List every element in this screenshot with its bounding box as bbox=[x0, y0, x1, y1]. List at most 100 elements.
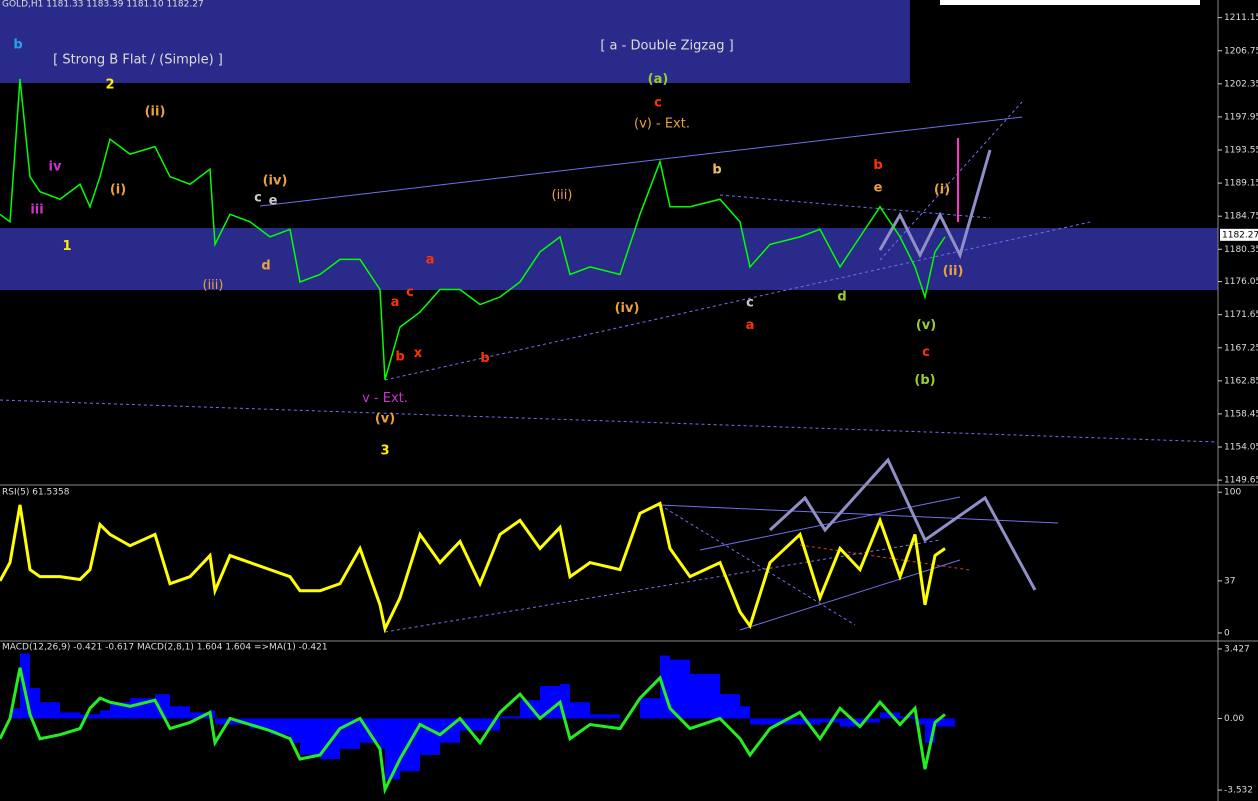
histogram-bar bbox=[420, 718, 440, 755]
wave-label: iii bbox=[30, 203, 43, 218]
histogram-bar bbox=[10, 708, 20, 719]
wave-label: (iv) bbox=[615, 301, 640, 316]
histogram-bar bbox=[540, 685, 560, 719]
y-tick-label: 1184.75 bbox=[1224, 212, 1258, 222]
trend-line bbox=[659, 504, 1059, 524]
histogram-bar bbox=[840, 718, 860, 727]
y-tick-label: 1176.05 bbox=[1224, 277, 1258, 287]
histogram-bar bbox=[945, 718, 955, 727]
wave-label: (ii) bbox=[943, 264, 964, 279]
arrow bbox=[878, 149, 992, 260]
histogram-bar bbox=[500, 716, 520, 719]
trend-line bbox=[259, 116, 1023, 207]
y-tick-label: 0.00 bbox=[1224, 714, 1244, 724]
trend-line bbox=[739, 559, 961, 631]
histogram-bar bbox=[270, 718, 290, 735]
trend-line bbox=[0, 399, 1219, 443]
histogram-bar bbox=[385, 718, 400, 780]
wave-label: a bbox=[426, 253, 435, 268]
histogram-bar bbox=[800, 718, 820, 725]
histogram-bar bbox=[740, 706, 750, 719]
wave-label: c bbox=[922, 345, 930, 360]
y-tick-label: 3.427 bbox=[1224, 644, 1250, 654]
y-tick-label: 100 bbox=[1224, 488, 1241, 498]
wave-label: d bbox=[261, 259, 270, 274]
wave-label: (i) bbox=[934, 183, 950, 198]
histogram-bar bbox=[925, 718, 935, 743]
wave-label: v - Ext. bbox=[362, 391, 408, 406]
y-tick-label: 1167.25 bbox=[1224, 343, 1258, 353]
wave-label: c bbox=[654, 96, 662, 111]
y-tick-label: 1162.85 bbox=[1224, 376, 1258, 386]
histogram-bar bbox=[640, 698, 660, 719]
histogram-bar bbox=[90, 714, 100, 719]
wave-label: (iii) bbox=[203, 278, 224, 293]
y-tick-label: 37 bbox=[1224, 576, 1235, 586]
wave-label: d bbox=[837, 290, 846, 305]
wave-label: [ a - Double Zigzag ] bbox=[600, 38, 733, 53]
projection-arrows bbox=[768, 149, 1037, 591]
histogram-bar bbox=[210, 710, 215, 719]
y-tick-label: -3.532 bbox=[1224, 786, 1253, 796]
y-tick-label: 1202.35 bbox=[1224, 79, 1258, 89]
wave-label: (iii) bbox=[552, 188, 573, 203]
histogram-bar bbox=[720, 694, 740, 719]
wave-label: (v) - Ext. bbox=[634, 117, 690, 132]
wave-label: (iv) bbox=[263, 174, 288, 189]
wave-label: (a) bbox=[648, 72, 669, 87]
wave-label: 3 bbox=[380, 444, 389, 459]
wave-label: x bbox=[414, 346, 423, 361]
wave-label: b bbox=[873, 158, 882, 173]
histogram-bar bbox=[820, 718, 840, 723]
histogram-bar bbox=[560, 683, 570, 719]
histogram-bar bbox=[100, 710, 110, 719]
series-line bbox=[0, 501, 946, 634]
wave-label: b bbox=[395, 350, 404, 365]
pane-title: MACD(12,26,9) -0.421 -0.617 MACD(2,8,1) … bbox=[2, 643, 328, 653]
wave-label: (b) bbox=[914, 373, 935, 388]
histogram-bar bbox=[590, 714, 620, 719]
y-tick-label: 1193.55 bbox=[1224, 146, 1258, 156]
y-tick-label: 1158.45 bbox=[1224, 409, 1258, 419]
y-tick-label: 0 bbox=[1224, 628, 1230, 638]
pane-title: RSI(5) 61.5358 bbox=[2, 488, 70, 498]
wave-label: c bbox=[406, 285, 414, 300]
histogram-bar bbox=[570, 702, 590, 719]
price-label-box bbox=[1220, 228, 1258, 241]
y-tick-label: 1180.35 bbox=[1224, 245, 1258, 255]
trend-line bbox=[659, 504, 856, 626]
y-tick-label: 1149.65 bbox=[1224, 476, 1258, 486]
histogram-bar bbox=[750, 718, 770, 725]
wave-label: c bbox=[746, 296, 754, 311]
pane-title: GOLD,H1 1181.33 1183.39 1181.10 1182.27 bbox=[2, 0, 204, 10]
wave-label: 1 bbox=[62, 239, 71, 254]
histogram-bar bbox=[460, 718, 480, 731]
wave-label: (i) bbox=[110, 183, 126, 198]
histogram-bar bbox=[400, 718, 420, 772]
histogram-bar bbox=[30, 688, 40, 719]
wave-label: b bbox=[480, 351, 489, 366]
histogram-bar bbox=[60, 712, 80, 719]
series-line bbox=[0, 78, 946, 380]
histogram-bar bbox=[250, 718, 270, 729]
trend-line bbox=[384, 221, 1091, 381]
histogram-bar bbox=[660, 655, 670, 719]
wave-label: iv bbox=[49, 159, 62, 174]
y-tick-label: 1197.95 bbox=[1224, 112, 1258, 122]
wave-label: 2 bbox=[105, 77, 114, 92]
y-tick-label: 1211.15 bbox=[1224, 13, 1258, 23]
arrow bbox=[768, 457, 1037, 591]
histogram-bar bbox=[690, 673, 720, 719]
histogram-bar bbox=[300, 718, 320, 755]
series-line bbox=[0, 667, 946, 795]
histogram-bar bbox=[440, 718, 460, 743]
histogram-bar bbox=[290, 718, 300, 743]
label-box bbox=[0, 0, 910, 83]
wave-label: c bbox=[254, 190, 262, 205]
histogram-bar bbox=[860, 718, 880, 723]
histogram-bar bbox=[170, 706, 190, 719]
histogram-bar bbox=[155, 694, 170, 719]
wave-label: a bbox=[746, 318, 755, 333]
